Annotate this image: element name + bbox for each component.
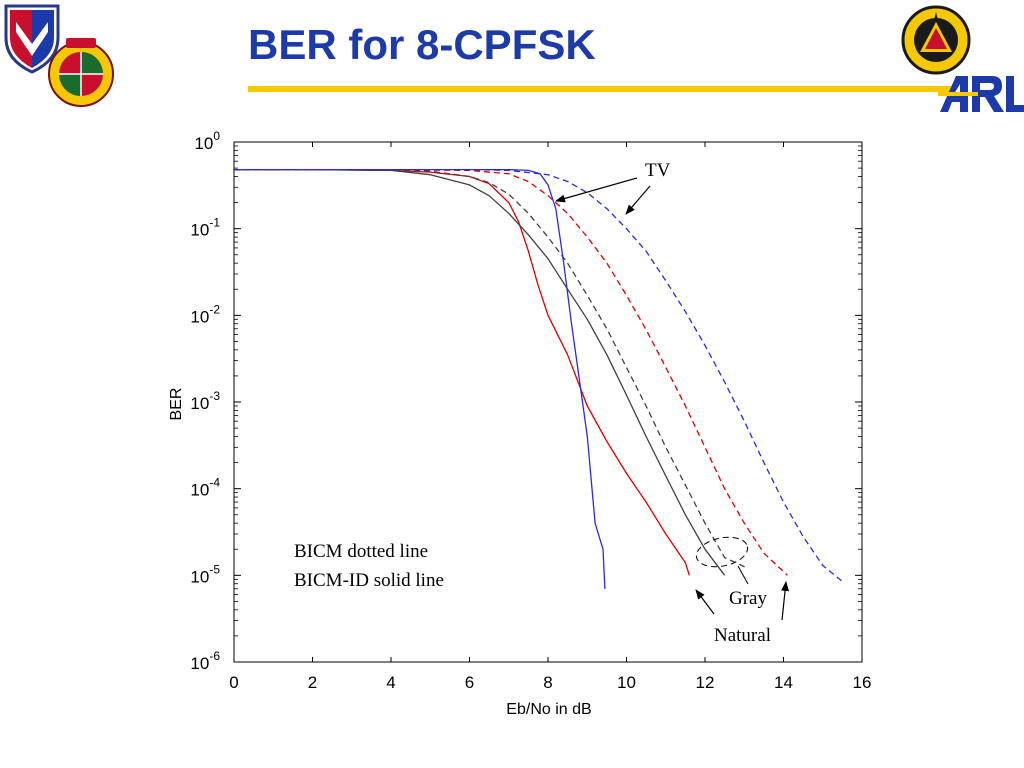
y-tick-label: 10-3 — [190, 389, 220, 413]
x-tick-label: 0 — [229, 673, 238, 692]
arl-logo — [938, 76, 1024, 112]
ber-curve-2 — [234, 168, 726, 576]
ber-curve-6 — [234, 168, 843, 583]
x-tick-label: 4 — [386, 673, 395, 692]
tv-arrow-dotted — [625, 185, 651, 215]
y-axis-label: BER — [168, 388, 185, 421]
natural-arrow-right — [781, 581, 790, 621]
x-tick-label: 14 — [774, 673, 793, 692]
y-tick-label: 10-1 — [190, 216, 220, 240]
gray-ellipse-marker — [695, 536, 749, 568]
title-underline — [248, 86, 954, 92]
ber-curve-4 — [234, 168, 788, 576]
ber-curve-5 — [234, 168, 606, 589]
legend-note-bicm: BICM dotted line — [294, 541, 428, 562]
y-tick-label: 10-2 — [190, 302, 220, 326]
x-tick-label: 12 — [696, 673, 715, 692]
x-tick-label: 8 — [543, 673, 552, 692]
y-tick-label: 10-5 — [190, 562, 220, 586]
y-tick-label: 100 — [194, 129, 220, 153]
x-axis-label: Eb/No in dB — [506, 701, 591, 718]
tv-annotation: TV — [645, 160, 671, 181]
y-tick-label: 10-6 — [190, 649, 220, 673]
gray-annotation: Gray — [729, 588, 767, 609]
natural-annotation: Natural — [714, 625, 771, 646]
slide-title: BER for 8-CPFSK — [248, 21, 596, 68]
x-tick-label: 6 — [465, 673, 474, 692]
natural-arrow-left — [695, 589, 715, 615]
arsenal-seal-logo — [48, 38, 114, 107]
x-tick-label: 2 — [308, 673, 317, 692]
technology-to-win-seal-logo — [901, 5, 971, 75]
ber-curve-1 — [234, 168, 690, 576]
y-tick-label: 10-4 — [190, 476, 220, 500]
gray-leader-line — [737, 565, 749, 585]
x-tick-label: 16 — [853, 673, 872, 692]
ber-curve-3 — [234, 168, 749, 570]
army-materiel-shield-logo — [4, 4, 60, 74]
tv-arrow-solid — [555, 177, 638, 203]
x-tick-label: 10 — [617, 673, 636, 692]
legend-note-bicm-id: BICM-ID solid line — [294, 570, 444, 591]
